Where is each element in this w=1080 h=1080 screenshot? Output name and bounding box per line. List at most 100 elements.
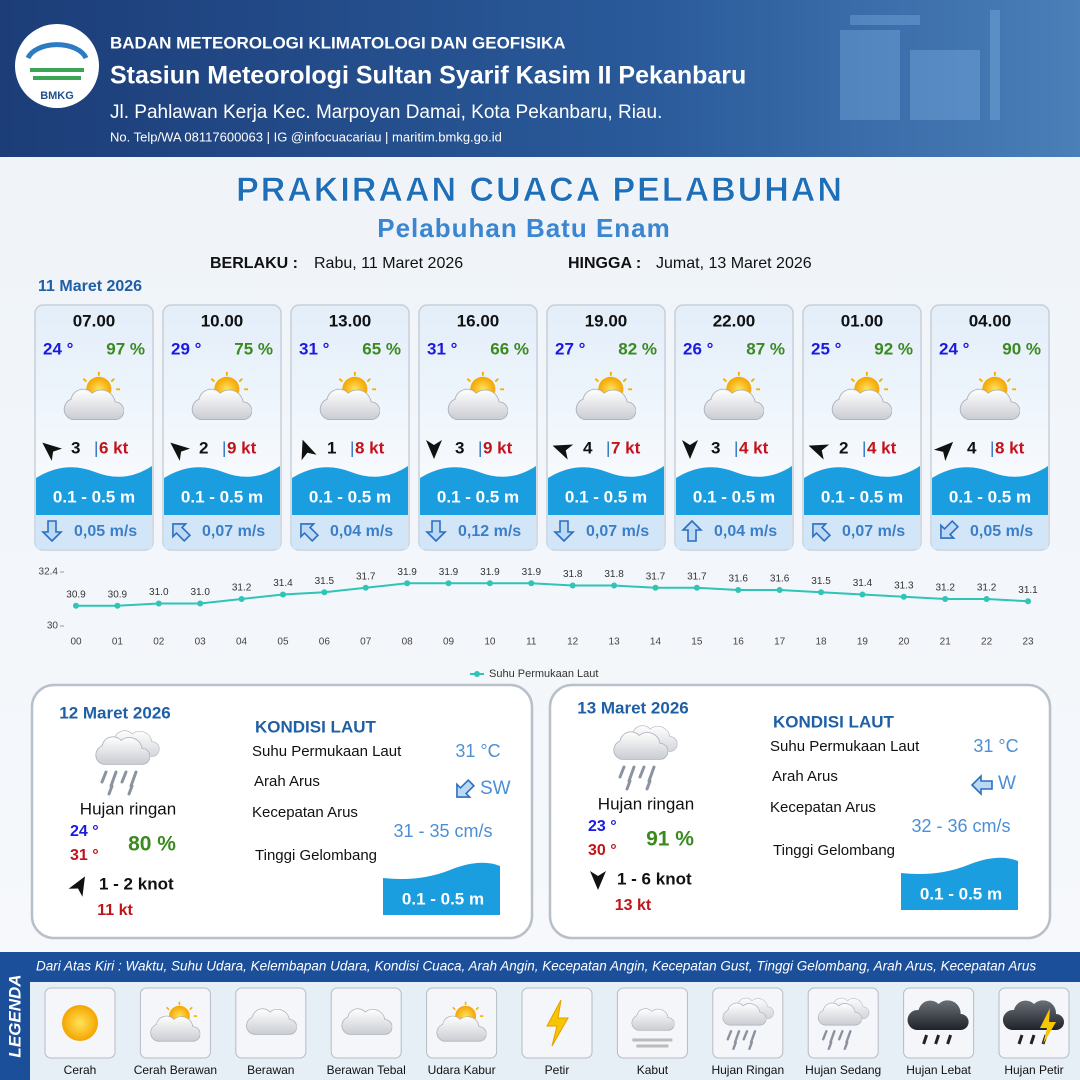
wave-height: 0.1 - 0.5 m	[402, 889, 484, 908]
sst-value-label: 31.8	[563, 569, 583, 580]
legend-item: Cerah	[64, 1063, 97, 1077]
x-tick-label: 01	[112, 637, 124, 648]
legend-item: Hujan Ringan	[711, 1063, 784, 1077]
wave-height: 0.1 - 0.5 m	[181, 487, 263, 506]
temp-max: 30 °	[588, 842, 617, 859]
sst-value-label: 31.9	[522, 567, 542, 578]
sst-point	[197, 600, 204, 607]
sst-point	[321, 589, 328, 596]
sst-value-label: 31.2	[232, 583, 252, 594]
sst-point	[155, 600, 162, 607]
wave-height: 0.1 - 0.5 m	[437, 487, 519, 506]
wave-box	[383, 862, 500, 915]
legend-item: Udara Kabur	[428, 1063, 496, 1077]
dir-label: Arah Arus	[254, 773, 320, 790]
x-tick-label: 16	[733, 637, 745, 648]
x-tick-label: 11	[526, 637, 537, 648]
x-tick-label: 12	[567, 637, 579, 648]
wind-range: 1 - 2 knot	[99, 874, 174, 893]
air-temp: 26 °	[683, 339, 714, 358]
icon-dark-cloud	[907, 1000, 969, 1030]
legend-item: Berawan	[247, 1063, 294, 1077]
sst-point	[693, 584, 700, 591]
separator: |	[862, 438, 866, 457]
from-date: Rabu, 11 Maret 2026	[314, 255, 463, 272]
gust: 4 kt	[739, 438, 769, 457]
icon-fog	[632, 1038, 673, 1048]
air-temp: 24 °	[43, 339, 74, 358]
separator: |	[990, 438, 994, 457]
sst-value-label: 31.2	[977, 583, 997, 594]
x-tick-label: 03	[195, 637, 207, 648]
dir-label: Arah Arus	[772, 768, 838, 785]
icon-rain	[922, 1034, 953, 1045]
sst-point	[569, 582, 576, 589]
separator: |	[734, 438, 738, 457]
gust: 9 kt	[483, 438, 513, 457]
day-date: 12 Maret 2026	[59, 703, 171, 722]
sst-value-label: 31.8	[604, 569, 624, 580]
x-tick-label: 17	[774, 637, 786, 648]
day-date: 13 Maret 2026	[577, 698, 689, 717]
time: 04.00	[969, 311, 1012, 330]
x-tick-label: 23	[1022, 637, 1034, 648]
humidity: 87 %	[746, 339, 785, 358]
wind-speed: 4	[967, 438, 977, 457]
wind-speed: 2	[199, 438, 208, 457]
separator: |	[350, 438, 354, 457]
humidity: 92 %	[874, 339, 913, 358]
time: 01.00	[841, 311, 884, 330]
sst-point	[776, 587, 783, 593]
humidity: 66 %	[490, 339, 529, 358]
sst-value-label: 31.9	[397, 567, 417, 578]
air-temp: 27 °	[555, 339, 586, 358]
sst-label: Suhu Permukaan Laut	[770, 738, 920, 755]
wave-area	[420, 466, 536, 515]
current-speed: 31 - 35 cm/s	[393, 821, 492, 841]
sst-value-label: 31.0	[149, 587, 169, 598]
gust: 4 kt	[867, 438, 897, 457]
wave-height: 0.1 - 0.5 m	[821, 487, 903, 506]
humidity: 65 %	[362, 339, 401, 358]
sst-value-label: 31.6	[729, 574, 749, 585]
sst-value-label: 31.2	[935, 583, 955, 594]
gust: 8 kt	[995, 438, 1025, 457]
wave-height: 0.1 - 0.5 m	[565, 487, 647, 506]
separator: |	[94, 438, 98, 457]
x-tick-label: 10	[484, 637, 496, 648]
humidity: 90 %	[1002, 339, 1041, 358]
current-speed: 0,07 m/s	[202, 523, 265, 540]
x-tick-label: 09	[443, 637, 455, 648]
sst-value-label: 30.9	[66, 589, 86, 600]
wind-range: 1 - 6 knot	[617, 869, 692, 888]
wind-speed: 1	[327, 438, 336, 457]
legend-item: Hujan Sedang	[805, 1063, 881, 1077]
contact: No. Telp/WA 08117600063 | IG @infocuacar…	[110, 129, 502, 144]
wave-label: Tinggi Gelombang	[773, 842, 895, 859]
icon-bolt	[1040, 1008, 1056, 1044]
sst-value-label: 31.6	[770, 574, 790, 585]
header-banner	[0, 0, 1080, 157]
logo-text: BMKG	[40, 90, 74, 102]
sst-point	[1025, 598, 1031, 605]
wind-speed: 3	[71, 438, 80, 457]
sst-value-label: 31.9	[439, 567, 459, 578]
x-tick-label: 15	[691, 637, 703, 648]
sst-point	[279, 591, 286, 598]
time: 19.00	[585, 311, 628, 330]
sst-point	[983, 596, 990, 602]
wave-box	[901, 857, 1018, 910]
x-tick-label: 08	[402, 637, 414, 648]
wind-speed: 4	[583, 438, 593, 457]
sst-point	[445, 580, 452, 587]
air-temp: 31 °	[427, 339, 458, 358]
sst-point	[652, 584, 659, 591]
x-tick-label: 13	[609, 637, 621, 648]
harbor-illustration	[840, 10, 1000, 120]
wave-area	[292, 466, 408, 515]
air-temp: 25 °	[811, 339, 842, 358]
current-dir: SW	[480, 778, 511, 799]
x-tick-label: 00	[70, 637, 82, 648]
x-tick-label: 22	[981, 637, 993, 648]
